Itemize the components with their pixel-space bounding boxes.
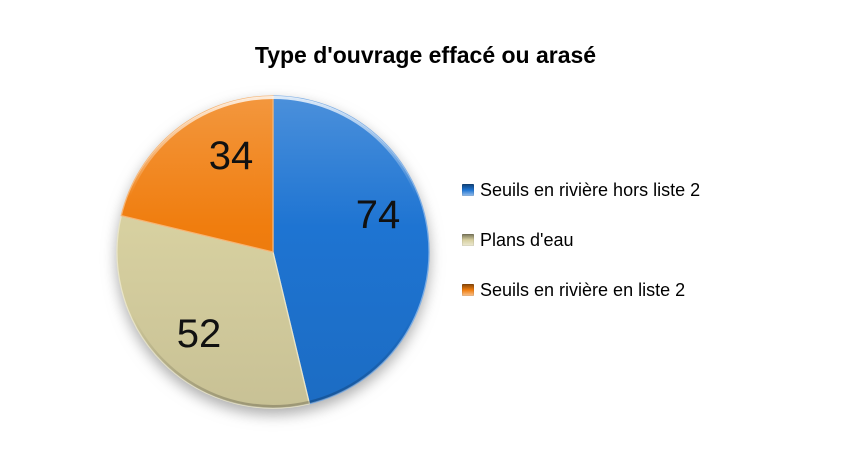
legend-square-icon bbox=[462, 284, 474, 296]
legend-label: Seuils en rivière en liste 2 bbox=[480, 280, 686, 300]
pie-graphic bbox=[116, 95, 430, 409]
legend-label: Seuils en rivière hors liste 2 bbox=[480, 180, 701, 200]
legend-square-icon bbox=[462, 234, 474, 246]
legend-square-icon bbox=[462, 184, 474, 196]
pie-chart: 74 52 34 bbox=[106, 85, 440, 419]
pie-slice-value-label: 34 bbox=[208, 134, 254, 178]
legend: Seuils en rivière hors liste 2 Plans d'e… bbox=[462, 179, 700, 301]
pie-slice-value-label: 52 bbox=[176, 312, 222, 356]
chart-title: Type d'ouvrage effacé ou arasé bbox=[254, 42, 597, 68]
pie-slice-value-label: 74 bbox=[355, 193, 401, 237]
legend-item: Seuils en rivière en liste 2 bbox=[462, 279, 700, 301]
legend-item: Seuils en rivière hors liste 2 bbox=[462, 179, 700, 201]
pie-bevel-highlight bbox=[117, 96, 429, 408]
legend-label: Plans d'eau bbox=[480, 230, 574, 250]
pie-slice-0 bbox=[272, 95, 430, 405]
legend-item: Plans d'eau bbox=[462, 229, 700, 251]
